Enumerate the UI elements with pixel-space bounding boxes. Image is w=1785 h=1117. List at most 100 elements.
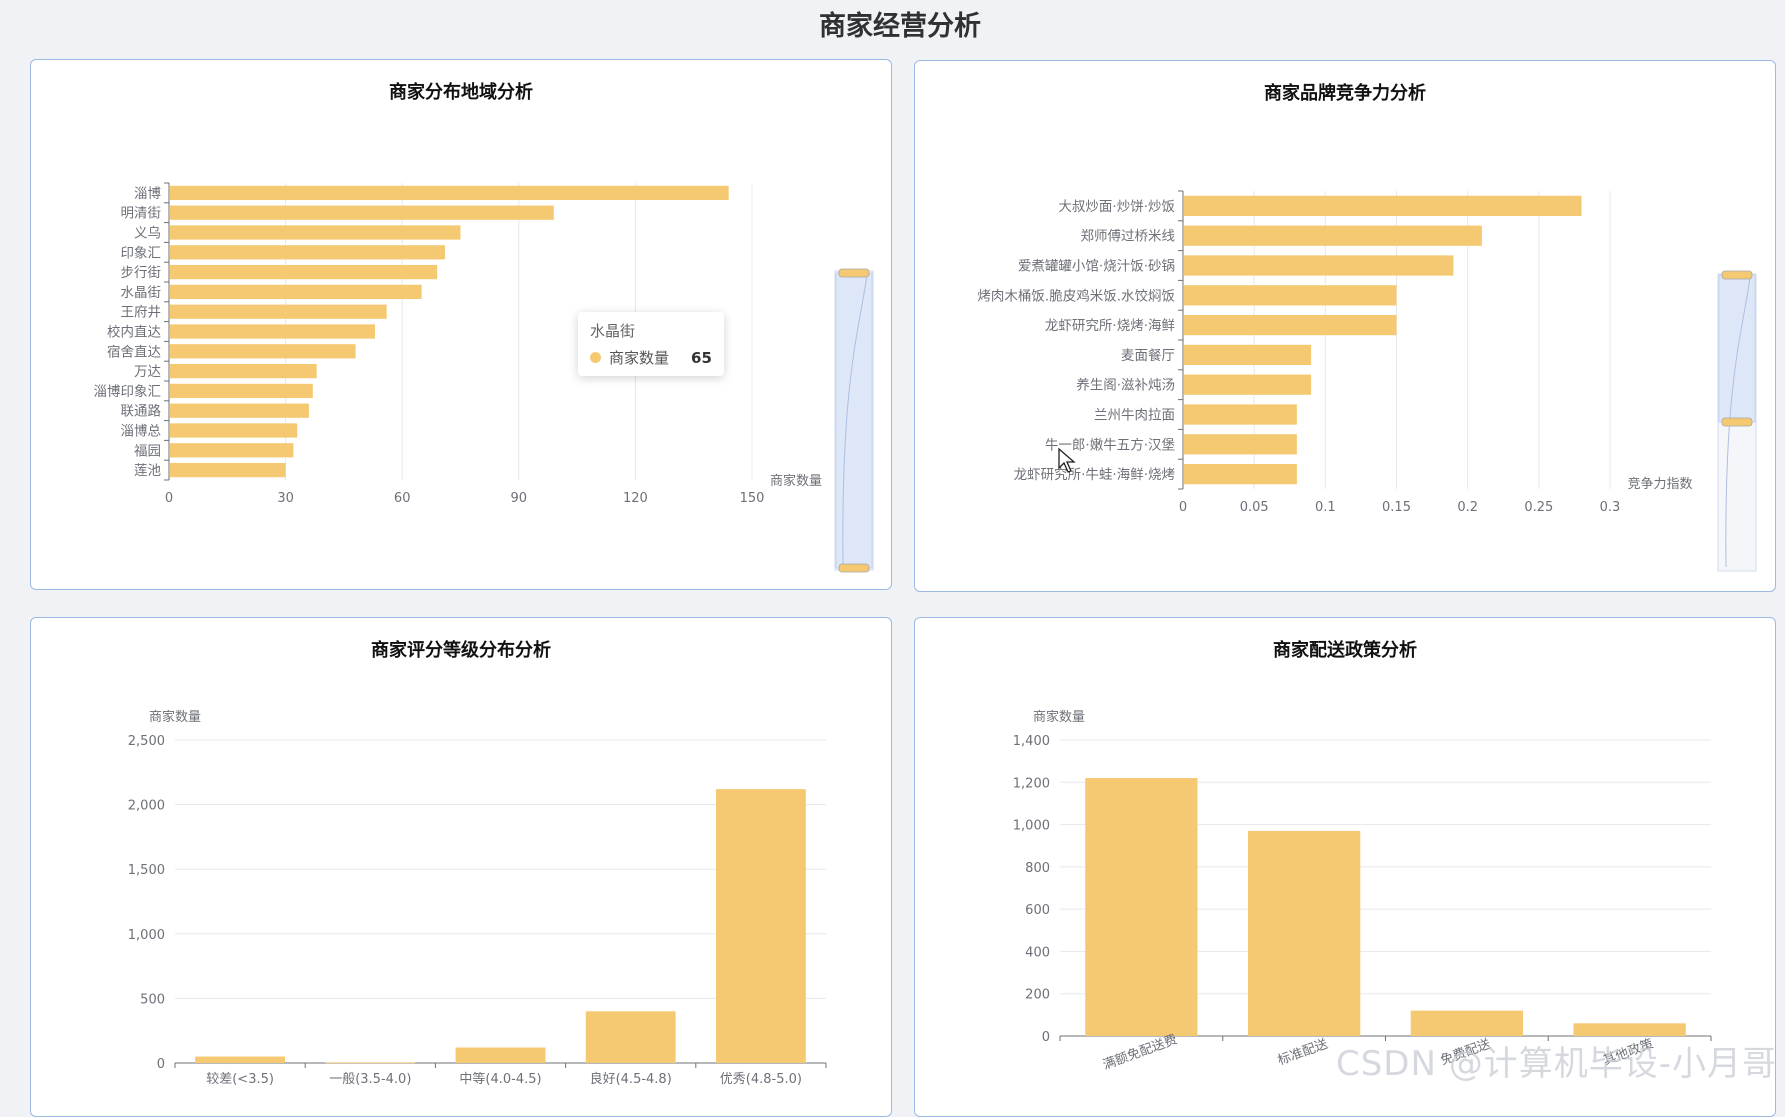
bar bbox=[170, 264, 438, 280]
bar bbox=[170, 245, 445, 260]
x-tick-label: 90 bbox=[511, 491, 528, 506]
bar bbox=[170, 185, 729, 201]
bar bbox=[455, 1047, 546, 1063]
bar bbox=[170, 284, 422, 300]
bar bbox=[1184, 404, 1297, 425]
chart-card-rating: 商家评分等级分布分析 0 500 1,000 1,500 2,000 2,500 较差(<3… bbox=[30, 617, 892, 1117]
bar bbox=[170, 423, 298, 438]
bar bbox=[1184, 374, 1312, 395]
chart-card-delivery: 商家配送政策分析 0 200 400 600 800 1,000 1,200 1,400 满额免… bbox=[914, 617, 1776, 1117]
bar bbox=[170, 304, 387, 319]
category-label: 联通路 bbox=[121, 404, 162, 420]
category-label: 大叔炒面·炒饼·炒饭 bbox=[1058, 199, 1175, 215]
x-axis-name: 竞争力指数 bbox=[1627, 476, 1692, 492]
x-tick-label: 60 bbox=[394, 491, 411, 506]
bar bbox=[1247, 830, 1361, 1036]
y-tick-label: 2,500 bbox=[128, 734, 165, 749]
category-label: 较差(<3.5) bbox=[206, 1072, 274, 1087]
bar bbox=[1184, 463, 1297, 485]
category-label: 校内直达 bbox=[107, 324, 161, 341]
datazoom-handle-bottom bbox=[1721, 417, 1753, 427]
y-tick-label: 1,200 bbox=[1013, 776, 1050, 791]
category-label: 良好(4.5-4.8) bbox=[590, 1071, 672, 1087]
category-label: 福园 bbox=[134, 443, 161, 459]
datazoom-window bbox=[835, 272, 873, 569]
category-label: 兰州牛肉拉面 bbox=[1094, 408, 1175, 424]
category-label: 爱煮罐罐小馆·烧汁饭·砂锅 bbox=[1018, 259, 1175, 275]
bar bbox=[170, 403, 309, 418]
datazoom-track bbox=[834, 270, 874, 571]
chart-tooltip: 水晶街 商家数量 65 bbox=[578, 312, 724, 376]
bar bbox=[1184, 195, 1582, 217]
chart-title: 商家分布地域分析 bbox=[389, 82, 533, 103]
category-label: 养生阁·滋补炖汤 bbox=[1076, 378, 1175, 394]
x-tick-label: 0.1 bbox=[1315, 500, 1336, 515]
bar bbox=[195, 1056, 286, 1063]
category-label: 烤肉木桶饭.脆皮鸡米饭.水饺焖饭 bbox=[977, 287, 1175, 304]
x-tick-label: 0 bbox=[1179, 500, 1187, 515]
category-label: 莲池 bbox=[134, 463, 161, 479]
bar bbox=[715, 789, 806, 1063]
bar bbox=[170, 225, 461, 240]
chart-card-brand: 商家品牌竞争力分析 0 0.05 0.1 0.15 0.2 0.25 0.3 大叔炒面·炒饼·… bbox=[914, 60, 1776, 592]
watermark: CSDN @计算机毕设-小月哥 bbox=[1335, 1044, 1777, 1084]
bar bbox=[170, 383, 313, 399]
chart-title: 商家配送政策分析 bbox=[1273, 640, 1417, 661]
bar bbox=[170, 324, 375, 339]
category-label: 步行街 bbox=[121, 265, 162, 281]
y-tick-label: 0 bbox=[157, 1057, 165, 1072]
y-tick-label: 500 bbox=[140, 992, 165, 1007]
datazoom-preview-line bbox=[842, 274, 868, 567]
datazoom-preview-line bbox=[1725, 277, 1751, 568]
y-tick-label: 2,000 bbox=[128, 799, 165, 814]
bar bbox=[170, 462, 286, 478]
category-label: 义乌 bbox=[134, 226, 161, 242]
datazoom-handle-top bbox=[838, 268, 870, 278]
y-tick-label: 0 bbox=[1042, 1030, 1050, 1045]
bar bbox=[170, 443, 294, 458]
bar bbox=[1184, 434, 1297, 455]
y-tick-label: 1,400 bbox=[1013, 734, 1050, 749]
y-axis-name: 商家数量 bbox=[149, 709, 201, 725]
category-label: 淄博 bbox=[134, 185, 161, 202]
category-label: 明清街 bbox=[121, 206, 162, 222]
y-tick-label: 800 bbox=[1025, 861, 1050, 876]
datazoom-handle-top bbox=[1721, 270, 1753, 280]
bar bbox=[1184, 344, 1312, 366]
category-label: 王府井 bbox=[121, 305, 162, 321]
category-label: 一般(3.5-4.0) bbox=[329, 1071, 411, 1087]
datazoom-handle-bottom bbox=[838, 563, 870, 573]
bar bbox=[1184, 285, 1397, 306]
bar bbox=[1085, 778, 1198, 1036]
category-label: 淄博总 bbox=[121, 423, 162, 440]
region-bar-chart[interactable]: 0 30 60 90 120 150淄博明清街义乌印象汇步行街水晶街王府井校内直达宿舍直达… bbox=[31, 60, 892, 590]
bar bbox=[1573, 1023, 1686, 1036]
brand-bar-chart[interactable]: 0 0.05 0.1 0.15 0.2 0.25 0.3 大叔炒面·炒饼·炒饭郑师傅过桥米线爱… bbox=[915, 61, 1776, 592]
category-label: 龙虾研究所·牛蛙·海鲜·烧烤 bbox=[1014, 467, 1175, 483]
category-label: 淄博印象汇 bbox=[94, 383, 162, 400]
tooltip-value: 65 bbox=[691, 348, 712, 367]
category-label: 郑师傅过桥米线 bbox=[1081, 229, 1176, 245]
series-dot-icon bbox=[590, 352, 601, 363]
x-tick-label: 0.3 bbox=[1600, 500, 1621, 515]
bar bbox=[585, 1011, 676, 1063]
x-tick-label: 0.2 bbox=[1457, 500, 1478, 515]
datazoom-window bbox=[1718, 274, 1756, 423]
rating-bar-chart[interactable]: 0 500 1,000 1,500 2,000 2,500 较差(<3.5) 一般(3.5-4… bbox=[31, 618, 892, 1117]
chart-card-region: 商家分布地域分析 0 30 60 90 120 150 淄博 明清街 义乌 印象汇 步行街 水晶街 王府… bbox=[30, 59, 892, 590]
x-tick-label: 0.05 bbox=[1240, 500, 1269, 515]
x-tick-label: 30 bbox=[277, 491, 294, 506]
x-tick-label: 0.15 bbox=[1382, 500, 1411, 515]
bar bbox=[170, 344, 356, 359]
category-label: 优秀(4.8-5.0) bbox=[720, 1072, 802, 1087]
category-label: 牛一郎·嫩牛五方·汉堡 bbox=[1045, 437, 1175, 453]
y-axis-name: 商家数量 bbox=[1033, 709, 1085, 725]
x-tick-label: 150 bbox=[740, 491, 765, 506]
x-tick-label: 0 bbox=[165, 491, 173, 506]
x-tick-label: 0.25 bbox=[1524, 500, 1553, 515]
bar bbox=[1184, 314, 1397, 336]
category-label: 中等(4.0-4.5) bbox=[459, 1071, 541, 1087]
y-tick-label: 200 bbox=[1025, 988, 1050, 1003]
y-tick-label: 1,000 bbox=[128, 928, 165, 943]
